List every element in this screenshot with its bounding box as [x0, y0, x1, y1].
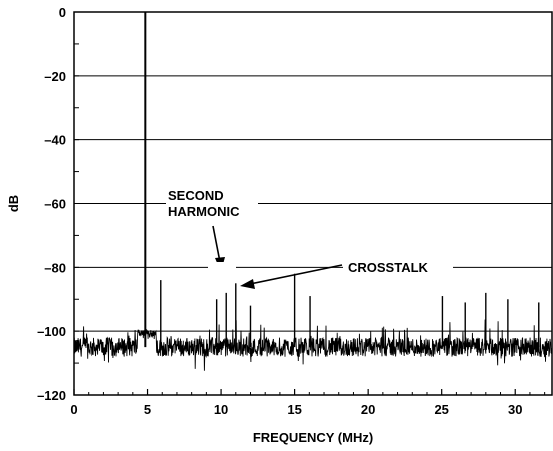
noise-floor-trace — [73, 319, 553, 371]
crosstalk-arrowhead — [240, 279, 255, 289]
x-axis-label: FREQUENCY (MHz) — [253, 430, 373, 445]
y-tick-label: –40 — [44, 133, 66, 148]
y-tick-label: –60 — [44, 197, 66, 212]
gridline-break — [208, 262, 236, 274]
x-tick-label: 5 — [144, 402, 151, 417]
crosstalk-label-bg — [343, 258, 453, 276]
y-tick-label: 0 — [59, 5, 66, 20]
y-tick-label: –20 — [44, 69, 66, 84]
x-tick-label: 30 — [508, 402, 522, 417]
second-harmonic-label: HARMONIC — [168, 204, 240, 219]
crosstalk-arrow — [249, 264, 343, 285]
axis-ticks: 0 –20 –40 –60 –80 –100 –120 0 5 10 15 20 25 30 — [37, 5, 546, 417]
y-tick-label: –100 — [37, 324, 66, 339]
y-tick-label: –80 — [44, 260, 66, 275]
x-tick-label: 0 — [70, 402, 77, 417]
y-axis-label: dB — [6, 195, 21, 212]
second-harmonic-label: SECOND — [168, 188, 224, 203]
x-tick-label: 10 — [214, 402, 228, 417]
x-tick-label: 15 — [287, 402, 301, 417]
crosstalk-label: CROSSTALK — [348, 260, 429, 275]
x-tick-label: 20 — [361, 402, 375, 417]
x-tick-label: 25 — [434, 402, 448, 417]
y-tick-label: –120 — [37, 388, 66, 403]
spectrum-trace — [73, 12, 553, 371]
second-harmonic-arrow — [212, 225, 221, 263]
second-harmonic-label-bg — [166, 186, 258, 222]
